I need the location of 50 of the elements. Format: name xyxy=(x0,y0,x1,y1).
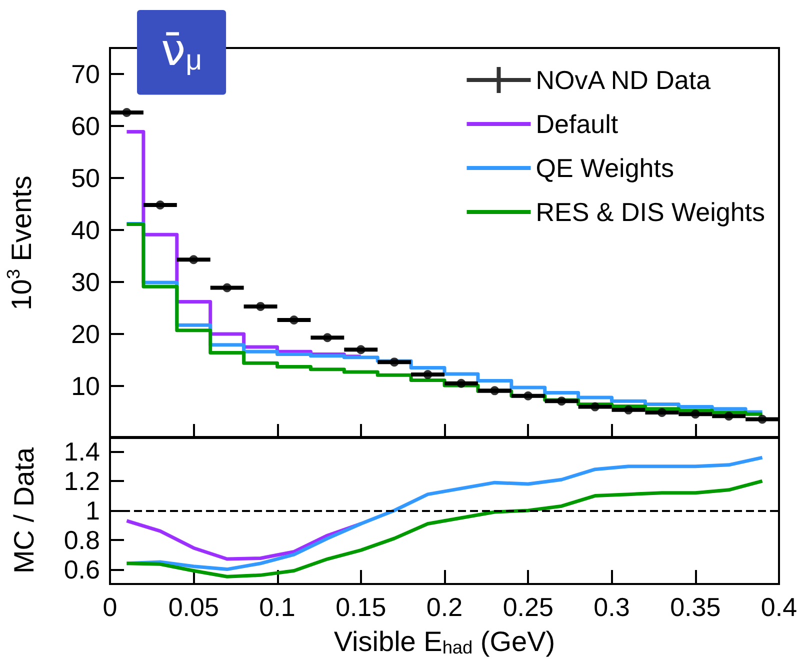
x-tick-label: 0.15 xyxy=(336,592,386,622)
point xyxy=(758,414,767,424)
y-tick-label: 1.2 xyxy=(64,466,100,496)
x-tick-label: 0.05 xyxy=(168,592,219,622)
x-tick-label: 0 xyxy=(102,592,118,622)
point xyxy=(289,315,298,324)
y-tick-label: 1 xyxy=(86,496,100,526)
point xyxy=(456,378,466,388)
point xyxy=(624,405,633,414)
y-axis-title: 103 Events xyxy=(4,176,37,310)
x-tick-label: 0.35 xyxy=(670,592,721,622)
line-series xyxy=(124,479,764,578)
annotation: ν̄μ xyxy=(161,24,202,76)
y-tick-label: 0.6 xyxy=(64,554,100,584)
point xyxy=(423,370,432,380)
point xyxy=(590,402,600,412)
x-tick-label: 0.4 xyxy=(760,592,798,622)
y-tick-label: 1.4 xyxy=(64,436,100,467)
point xyxy=(322,333,332,342)
y-tick-label: 0.8 xyxy=(64,524,100,555)
y-tick-label: 40 xyxy=(71,215,100,245)
x-tick-label: 0.25 xyxy=(502,592,554,622)
y-tick-label: 30 xyxy=(71,267,100,297)
point xyxy=(724,412,734,421)
y-tick-label: 20 xyxy=(71,319,100,349)
point xyxy=(690,410,700,419)
point xyxy=(222,283,232,292)
point xyxy=(557,396,566,406)
point xyxy=(189,255,198,264)
legend-label: Default xyxy=(536,109,619,139)
y-tick-label: 50 xyxy=(71,163,100,193)
legend-label: NOvA ND Data xyxy=(536,65,712,95)
legend-label: QE Weights xyxy=(536,153,674,183)
y-axis-title: MC / Data xyxy=(8,447,40,574)
y-tick-label: 10 xyxy=(71,371,100,401)
point xyxy=(122,108,132,117)
y-tick-label: 70 xyxy=(71,59,100,89)
line-series xyxy=(124,456,764,572)
legend-label: RES & DIS Weights xyxy=(536,197,765,227)
x-tick-label: 0.2 xyxy=(426,592,463,622)
point xyxy=(256,302,266,311)
x-tick-label: 0.1 xyxy=(259,592,296,622)
point xyxy=(490,386,500,396)
point xyxy=(356,345,366,354)
x-tick-label: 0.3 xyxy=(594,592,630,622)
point xyxy=(524,391,533,400)
y-tick-label: 60 xyxy=(71,111,100,141)
point xyxy=(657,408,666,418)
point xyxy=(390,358,399,367)
point xyxy=(156,200,165,210)
